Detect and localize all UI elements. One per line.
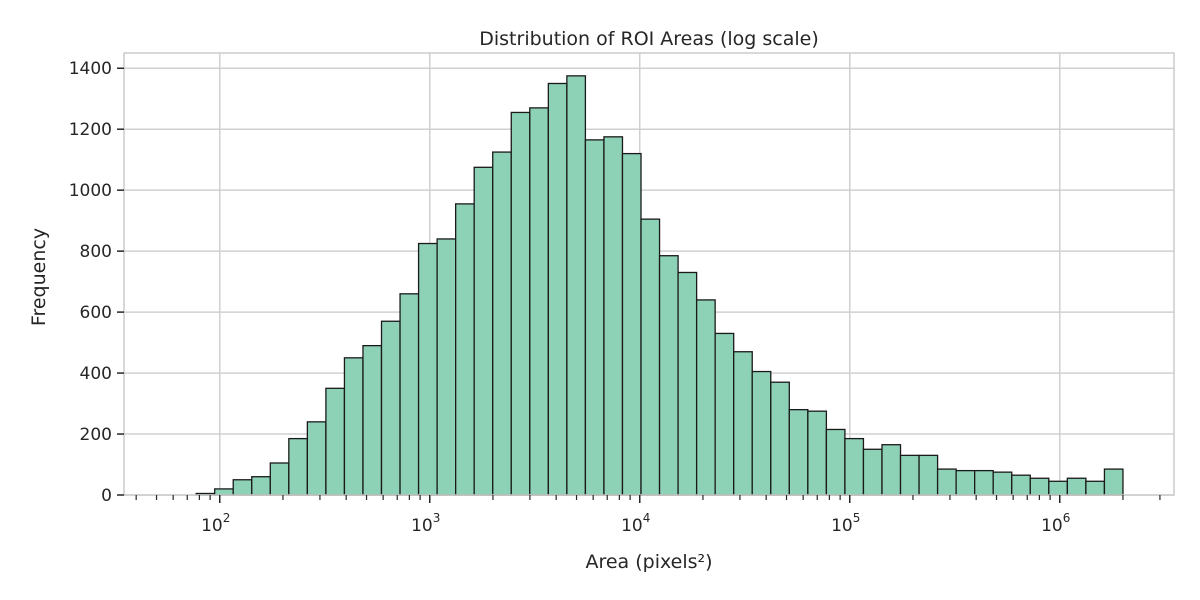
histogram-bar bbox=[640, 218, 661, 496]
y-tick-label: 800 bbox=[80, 242, 112, 262]
y-axis-label: Frequency bbox=[28, 228, 50, 326]
histogram-bar bbox=[417, 242, 438, 496]
histogram-bar bbox=[862, 448, 883, 496]
y-tick-label: 400 bbox=[80, 364, 112, 384]
histogram-bar bbox=[1011, 474, 1031, 496]
x-tick-label: 104 bbox=[621, 511, 650, 536]
y-tick-label: 0 bbox=[101, 486, 112, 506]
histogram-bar bbox=[362, 344, 383, 496]
histogram-bar bbox=[621, 152, 642, 496]
histogram-bar bbox=[770, 381, 790, 496]
histogram-bar bbox=[306, 421, 327, 496]
histogram-bar bbox=[603, 136, 624, 496]
histogram-bar bbox=[825, 428, 846, 496]
y-tick-label: 1400 bbox=[69, 59, 112, 79]
y-tick-label: 200 bbox=[80, 425, 112, 445]
histogram-bar bbox=[214, 488, 234, 496]
histogram-bar bbox=[547, 82, 568, 496]
histogram-bar bbox=[251, 476, 271, 496]
histogram-bar bbox=[807, 410, 828, 496]
histogram-bar bbox=[658, 255, 679, 496]
histogram-bar bbox=[473, 166, 494, 496]
histogram-bar bbox=[788, 408, 809, 496]
histogram-bar bbox=[677, 271, 698, 496]
x-axis-ticks: 102 103 104 105 106 bbox=[135, 495, 1161, 536]
histogram-bar bbox=[436, 238, 457, 496]
y-tick-label: 600 bbox=[80, 303, 112, 323]
x-tick-label: 105 bbox=[831, 511, 860, 536]
histogram-bar bbox=[992, 471, 1013, 496]
y-axis-ticks: 0 200 400 600 800 1000 1200 1400 bbox=[69, 59, 124, 506]
histogram-bar bbox=[918, 454, 939, 496]
histogram-bar bbox=[695, 299, 716, 496]
x-tick-label: 102 bbox=[201, 511, 230, 536]
histogram-bar bbox=[844, 437, 865, 496]
histogram-bar bbox=[232, 479, 253, 496]
y-tick-label: 1200 bbox=[69, 120, 112, 140]
histogram-bar bbox=[1029, 477, 1050, 496]
histogram-bar bbox=[380, 320, 401, 496]
histogram-bar bbox=[899, 454, 920, 496]
x-axis-label: Area (pixels²) bbox=[585, 551, 712, 573]
x-tick-label: 106 bbox=[1041, 511, 1070, 536]
histogram-bar bbox=[584, 139, 605, 496]
histogram-bar bbox=[325, 387, 346, 496]
histogram-bar bbox=[955, 469, 976, 496]
plot-frame bbox=[123, 52, 1175, 496]
histogram-bar bbox=[974, 469, 994, 496]
histogram-bar bbox=[510, 111, 531, 496]
histogram-bar bbox=[1048, 480, 1069, 496]
histogram-bar bbox=[492, 151, 512, 496]
histogram-bar bbox=[288, 437, 309, 496]
histogram-bar bbox=[1085, 480, 1106, 496]
histogram-bar bbox=[529, 107, 549, 496]
y-tick-label: 1000 bbox=[69, 181, 112, 201]
x-tick-label: 103 bbox=[411, 511, 440, 536]
chart-title: Distribution of ROI Areas (log scale) bbox=[479, 28, 819, 50]
histogram-bar bbox=[733, 351, 753, 496]
histogram-bar bbox=[1066, 477, 1087, 496]
histogram-bars bbox=[195, 75, 1124, 496]
histogram-bar bbox=[455, 203, 475, 496]
histogram-bar bbox=[566, 75, 587, 496]
histogram-bar bbox=[343, 357, 364, 496]
histogram-bar bbox=[751, 370, 772, 496]
histogram-bar bbox=[269, 462, 290, 496]
histogram-bar bbox=[399, 293, 420, 496]
histogram-bar bbox=[881, 444, 902, 496]
histogram-bar bbox=[714, 332, 735, 496]
histogram-bar bbox=[936, 468, 957, 496]
histogram-bar bbox=[1103, 468, 1124, 496]
